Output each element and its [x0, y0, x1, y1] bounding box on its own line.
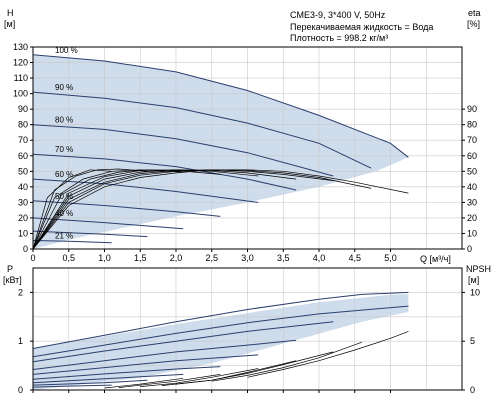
bottom-operating-area: [33, 293, 409, 390]
top-left-tick-label: 10: [18, 228, 28, 238]
head-curve-label: 80 %: [55, 116, 73, 125]
bottom-left-tick-label: 0: [18, 385, 23, 395]
head-efficiency-plot: 100 % 90 % 80 % 70 % 60 % 50 % 40 % 21 % 0 10 20 30…: [13, 42, 477, 263]
head-curve: [32, 124, 334, 177]
top-operating-area: [33, 54, 409, 249]
bottom-left-tick-label: 2: [18, 287, 23, 297]
top-left-tick-label: 0: [23, 244, 28, 254]
power-curve: [32, 366, 221, 380]
bottom-left-ylabel-line1: P: [7, 264, 13, 274]
head-curve-label: 21 %: [55, 231, 73, 240]
top-right-tick-label: 10: [467, 228, 477, 238]
head-curve: [32, 217, 184, 230]
head-curve-label: 90 %: [55, 83, 73, 92]
top-right-tick-label: 90: [467, 104, 477, 114]
head-curve: [32, 54, 409, 158]
x-tick-label: 2,0: [170, 253, 183, 263]
top-left-tick-label: 20: [18, 213, 28, 223]
bottom-left-tick-label: 1: [18, 336, 23, 346]
top-right-ylabel-line2: [%]: [467, 19, 480, 29]
npsh-curve: [161, 360, 297, 386]
top-left-tick-label: 60: [18, 151, 28, 161]
head-curve-label: 50 %: [55, 192, 73, 201]
bottom-right-tick-label: 0: [470, 385, 475, 395]
top-left-ylabel-line2: [м]: [4, 19, 15, 29]
power-curve: [32, 339, 297, 370]
top-right-tick-label: 70: [467, 135, 477, 145]
power-curve: [32, 384, 112, 388]
power-curve: [32, 321, 334, 363]
top-left-tick-label: 80: [18, 120, 28, 130]
top-left-tick-label: 50: [18, 166, 28, 176]
bottom-right-ylabel-line2: [м]: [468, 275, 479, 285]
efficiency-curve: [32, 169, 184, 250]
x-tick-label: 1,0: [98, 253, 111, 263]
npsh-curve: [104, 377, 184, 389]
head-curve-label: 100 %: [55, 46, 78, 55]
head-curve: [32, 153, 297, 191]
x-tick-label: 3,0: [241, 253, 254, 263]
top-right-tick-label: 20: [467, 213, 477, 223]
power-curve: [32, 305, 409, 358]
top-right-tick-label: 50: [467, 166, 477, 176]
top-left-ylabel-line1: H: [7, 8, 14, 18]
annotation-liquid: Перекачиваемая жидкость = Вода: [290, 22, 433, 32]
top-left-tick-label: 100: [13, 89, 28, 99]
efficiency-curve: [32, 169, 112, 250]
x-tick-label: 4,0: [313, 253, 326, 263]
x-tick-label: 5,0: [384, 253, 397, 263]
bottom-right-tick-label: 5: [470, 336, 475, 346]
bottom-right-ylabel-line1: NPSH: [466, 264, 491, 274]
bottom-left-ylabel-line2: [кВт]: [3, 275, 22, 285]
x-tick-label: 1,5: [134, 253, 147, 263]
top-left-tick-label: 130: [13, 42, 28, 52]
chart-title: CME3-9, 3*400 V, 50Hz: [290, 10, 386, 20]
head-curve-label: 60 %: [55, 170, 73, 179]
npsh-curve: [247, 331, 409, 378]
x-tick-label: 4,5: [348, 253, 361, 263]
top-left-tick-label: 30: [18, 197, 28, 207]
head-curve: [32, 178, 259, 203]
top-left-tick-label: 40: [18, 182, 28, 192]
npsh-curve: [140, 368, 259, 387]
top-left-tick-label: 70: [18, 135, 28, 145]
npsh-curve: [211, 341, 363, 382]
head-curve: [32, 230, 148, 238]
head-curve-label: 40 %: [55, 209, 73, 218]
top-right-tick-label: 0: [467, 244, 472, 254]
power-curve: [32, 354, 259, 375]
power-curve: [32, 291, 409, 349]
top-left-tick-label: 120: [13, 58, 28, 68]
annotation-density: Плотность = 998.2 кг/м³: [290, 33, 388, 43]
top-right-tick-label: 30: [467, 197, 477, 207]
head-curve-label: 70 %: [55, 145, 73, 154]
x-tick-label: 3,5: [277, 253, 290, 263]
top-right-tick-label: 40: [467, 182, 477, 192]
head-curve: [32, 91, 372, 169]
bottom-right-tick-label: 10: [470, 287, 480, 297]
power-curve: [32, 379, 148, 386]
x-tick-label: 0,5: [62, 253, 75, 263]
top-left-tick-label: 110: [14, 73, 28, 83]
power-npsh-plot: 0 1 2 0 5 10: [18, 267, 480, 395]
top-right-tick-label: 60: [467, 151, 477, 161]
top-left-tick-label: 90: [18, 104, 28, 114]
x-tick-label: 0: [30, 253, 35, 263]
efficiency-curve: [32, 168, 148, 250]
head-curve: [32, 200, 221, 217]
x-tick-label: 2,5: [205, 253, 218, 263]
x-axis-label: Q [м³/ч]: [420, 254, 451, 264]
top-right-tick-label: 80: [467, 120, 477, 130]
power-curve: [32, 373, 184, 384]
head-curve: [32, 240, 112, 244]
top-right-ylabel-line1: eta: [468, 8, 481, 18]
npsh-curve: [118, 374, 221, 388]
efficiency-curve: [32, 169, 221, 250]
